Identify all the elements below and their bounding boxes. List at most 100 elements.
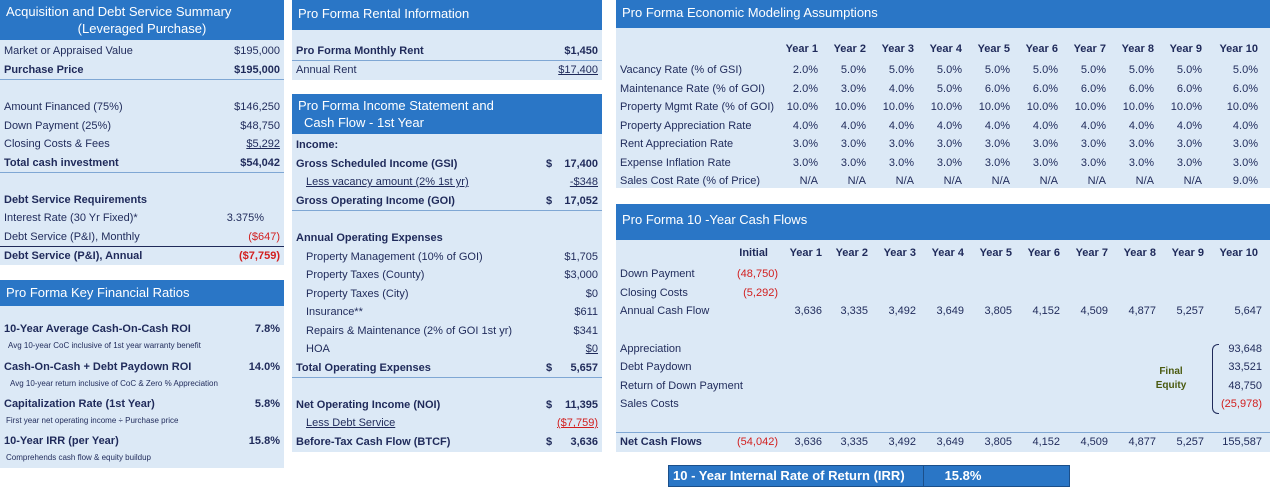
assumption-row[interactable]: Rent Appreciation Rate 3.0% 3.0% 3.0% 3.0% 3.… (616, 135, 1270, 153)
income-row[interactable]: Before-Tax Cash Flow (BTCF) $3,636 (292, 433, 602, 451)
assumption-value: 6.0% (1080, 82, 1106, 95)
income-dollar: $ (546, 195, 553, 207)
assumption-value: 10.0% (786, 101, 818, 113)
assumption-value: 3.0% (936, 138, 962, 150)
acquisition-subtitle: (Leveraged Purchase) (77, 21, 207, 36)
income-label: Total Operating Expenses (296, 362, 431, 374)
income-row[interactable]: HOA $0 (292, 340, 602, 358)
assumption-value: 3.0% (936, 156, 962, 169)
assumption-value: 3.0% (1128, 156, 1154, 169)
year-header: Year 5 (979, 247, 1012, 259)
cf-label: Return of Down Payment (620, 380, 743, 392)
cf-row-appreciation[interactable]: Appreciation 93,648 (616, 340, 1270, 358)
cf-row-annual[interactable]: Annual Cash Flow 3,636 3,335 3,492 3,649… (616, 302, 1270, 320)
year-header: Year 6 (1025, 43, 1058, 55)
acq-value: $54,042 (240, 157, 280, 169)
assumption-value: 3.0% (1176, 156, 1202, 169)
cf-value: 155,587 (1222, 436, 1262, 448)
acq-row[interactable]: Market or Appraised Value $195,000 (0, 42, 284, 60)
assumption-value: N/A (1183, 175, 1202, 187)
acq-row[interactable]: Debt Service (P&I), Monthly ($647) (0, 228, 284, 246)
ratio-row[interactable]: Cash-On-Cash + Debt Paydown ROI 14.0% (0, 358, 284, 376)
ratio-row[interactable]: Capitalization Rate (1st Year) 5.8% (0, 395, 284, 413)
cf-row-debt-paydown[interactable]: Debt Paydown 33,521 (616, 358, 1270, 376)
assumption-value: 2.0% (792, 64, 818, 76)
assumption-value: 10.0% (930, 101, 962, 113)
acq-label: Purchase Price (4, 64, 84, 76)
acq-value: $195,000 (234, 45, 280, 57)
rental-row[interactable]: Annual Rent $17,400 (292, 61, 602, 79)
assumption-value: 3.0% (1032, 138, 1058, 150)
cf-row-sales-costs[interactable]: Sales Costs (25,978) (616, 395, 1270, 413)
income-row[interactable]: Gross Scheduled Income (GSI) $17,400 (292, 155, 602, 173)
income-row[interactable]: Insurance** $611 (292, 303, 602, 321)
income-row[interactable]: Repairs & Maintenance (2% of GOI 1st yr)… (292, 322, 602, 340)
assumption-value: 4.0% (936, 119, 962, 132)
ratio-note: Comprehends cash flow & equity buildup (0, 451, 284, 465)
acq-value: 3.375% (226, 212, 264, 224)
assumption-value: N/A (1087, 175, 1106, 187)
cf-row-return-down[interactable]: Return of Down Payment 48,750 (616, 377, 1270, 395)
assumption-row[interactable]: Property Mgmt Rate (% of GOI) 10.0% 10.0% 1… (616, 98, 1270, 116)
income-row[interactable]: Property Taxes (City) $0 (292, 285, 602, 303)
cf-value: 3,805 (984, 436, 1012, 448)
assumption-row[interactable]: Sales Cost Rate (% of Price) N/A N/A N/A N/A… (616, 172, 1270, 190)
assumption-row[interactable]: Property Appreciation Rate 4.0% 4.0% 4.0% 4.… (616, 117, 1270, 135)
assumptions-title: Pro Forma Economic Modeling Assumptions (622, 5, 878, 20)
rental-row[interactable]: Pro Forma Monthly Rent $1,450 (292, 42, 602, 61)
cf-row-net[interactable]: Net Cash Flows (54,042) 3,636 3,335 3,49… (616, 432, 1270, 451)
ratios-title: Pro Forma Key Financial Ratios (6, 285, 190, 300)
income-row[interactable]: Total Operating Expenses $5,657 (292, 359, 602, 378)
ratio-value: 15.8% (248, 435, 280, 447)
year-header: Year 9 (1171, 247, 1204, 259)
income-row[interactable]: Property Taxes (County) $3,000 (292, 266, 602, 284)
acq-label: Debt Service Requirements (4, 194, 148, 206)
income-row[interactable]: Property Management (10% of GOI) $1,705 (292, 248, 602, 266)
irr-bar[interactable]: 10 - Year Internal Rate of Return (IRR) … (668, 465, 1070, 487)
acq-label: Total cash investment (4, 157, 119, 169)
cf-value: 48,750 (1228, 380, 1262, 392)
year-header: Year 4 (929, 43, 962, 55)
acq-row[interactable]: Amount Financed (75%) $146,250 (0, 98, 284, 116)
acq-row[interactable]: Debt Service (P&I), Annual ($7,759) (0, 246, 284, 265)
income-row: Income: (292, 136, 602, 154)
rental-title: Pro Forma Rental Information (298, 6, 470, 21)
income-row[interactable]: Net Operating Income (NOI) $11,395 (292, 396, 602, 414)
assumption-value: 10.0% (1074, 101, 1106, 113)
ratio-row[interactable]: 10-Year Average Cash-On-Cash ROI 7.8% (0, 320, 284, 338)
income-row[interactable]: Less Debt Service ($7,759) (292, 414, 602, 432)
assumption-value: 4.0% (984, 119, 1010, 132)
assumption-row[interactable]: Expense Inflation Rate 3.0% 3.0% 3.0% 3.0% 3.… (616, 154, 1270, 172)
cf-row-closing-costs[interactable]: Closing Costs (5,292) (616, 284, 1270, 302)
assumption-label: Expense Inflation Rate (620, 156, 731, 169)
income-value: ($7,759) (557, 417, 598, 429)
acq-row[interactable]: Interest Rate (30 Yr Fixed)* 3.375% (0, 209, 284, 227)
assumption-value: 3.0% (984, 156, 1010, 169)
income-dollar: $ (546, 399, 553, 411)
acq-row[interactable]: Down Payment (25%) $48,750 (0, 117, 284, 135)
ratio-note: Avg 10-year CoC inclusive of 1st year wa… (0, 339, 284, 353)
acq-label: Down Payment (25%) (4, 120, 111, 132)
cf-label: Debt Paydown (620, 361, 692, 373)
income-row[interactable]: Less vacancy amount (2% 1st yr) -$348 (292, 173, 602, 191)
assumption-value: 3.0% (840, 82, 866, 95)
cashflows-year-header: Initial Year 1 Year 2 Year 3 Year 4 Year… (616, 244, 1270, 262)
year-header: Year 10 (1219, 43, 1258, 55)
acq-row[interactable]: Purchase Price $195,000 (0, 61, 284, 80)
assumption-row[interactable]: Maintenance Rate (% of GOI) 2.0% 3.0% 4.0% 5… (616, 80, 1270, 98)
acquisition-title: Acquisition and Debt Service Summary (6, 4, 232, 19)
acq-label: Debt Service (P&I), Annual (4, 250, 143, 262)
assumption-row[interactable]: Vacancy Rate (% of GSI) 2.0% 5.0% 5.0% 5.0% 5… (616, 61, 1270, 79)
ratio-row[interactable]: 10-Year IRR (per Year) 15.8% (0, 432, 284, 450)
income-row[interactable]: Gross Operating Income (GOI) $17,052 (292, 192, 602, 211)
acq-row[interactable]: Total cash investment $54,042 (0, 154, 284, 173)
acq-row[interactable]: Closing Costs & Fees $5,292 (0, 135, 284, 153)
year-header: Year 7 (1073, 43, 1106, 55)
assumption-value: 3.0% (1032, 156, 1058, 169)
assumption-value: N/A (1039, 175, 1058, 187)
rental-panel: Pro Forma Rental Information Pro Forma M… (292, 0, 602, 80)
cf-row-down-payment[interactable]: Down Payment (48,750) (616, 265, 1270, 283)
income-title-line2: Cash Flow - 1st Year (304, 115, 424, 130)
income-value: $1,705 (564, 251, 598, 263)
cf-value: 3,805 (984, 305, 1012, 317)
